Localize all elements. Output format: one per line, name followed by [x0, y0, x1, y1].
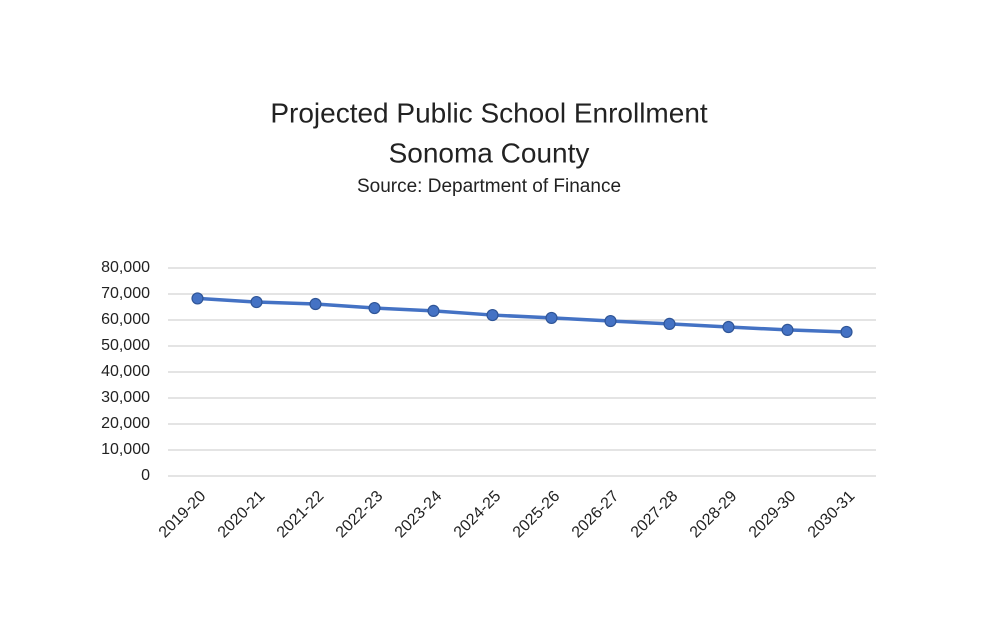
y-tick-label: 60,000 — [101, 311, 150, 328]
y-tick-label: 40,000 — [101, 363, 150, 380]
y-tick-label: 80,000 — [101, 259, 150, 276]
data-point — [427, 304, 440, 317]
data-point — [722, 320, 735, 334]
data-point — [250, 295, 263, 309]
data-point — [368, 301, 381, 315]
data-point — [840, 325, 853, 339]
data-point — [191, 292, 204, 305]
data-point — [309, 297, 322, 311]
y-tick-label: 10,000 — [101, 441, 150, 458]
data-point — [486, 308, 499, 322]
data-line — [197, 296, 847, 334]
y-tick-label: 30,000 — [101, 389, 150, 406]
data-point — [781, 323, 794, 336]
y-tick-label: 70,000 — [101, 285, 150, 302]
y-tick-label: 50,000 — [101, 337, 150, 354]
chart-subtitle: Source: Department of Finance — [357, 176, 621, 197]
y-tick-label: 20,000 — [101, 415, 150, 432]
data-point — [545, 311, 558, 325]
chart-title: Projected Public School Enrollment — [270, 97, 708, 128]
chart-title: Sonoma County — [389, 137, 590, 168]
y-tick-label: 0 — [141, 467, 150, 484]
data-point — [604, 314, 617, 328]
data-point — [663, 317, 676, 330]
